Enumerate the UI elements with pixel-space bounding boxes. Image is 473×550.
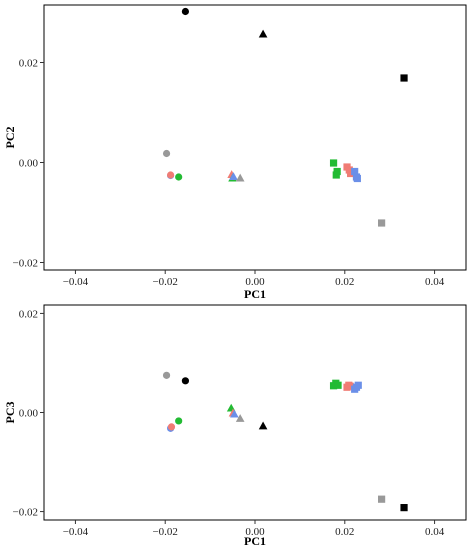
data-point-circle [181,377,190,385]
x-axis-title: PC1 [244,534,266,548]
chart-panel-2: −0.04 −0.02 0.00 0.02 0.04 −0.02 0.00 0.02 PC1 PC… [3,304,467,548]
data-point-triangle [258,421,268,430]
x-tick-label: −0.02 [152,526,177,538]
data-point-triangle [258,29,268,38]
data-point-square [378,219,386,227]
y-tick-label: 0.00 [19,158,39,170]
data-point-circle [162,149,171,158]
y-tick-label: −0.02 [13,258,38,270]
chart-panel-1: −0.04 −0.02 0.00 0.02 0.04 −0.02 0.00 0.02 PC1 PC… [3,4,467,301]
x-tick-label: 0.02 [335,526,354,538]
data-point-triangle [235,414,245,422]
x-tick-label: −0.04 [63,276,89,288]
x-tick-label: 0.04 [425,526,445,538]
x-tick-label: 0.02 [335,276,354,288]
data-point-square [400,74,408,82]
data-point-square [346,382,354,390]
data-point-square [400,504,408,512]
x-tick-label: 0.00 [245,276,265,288]
data-point-triangle [235,173,245,182]
data-point-circle [167,171,175,179]
data-point-circle [167,423,176,431]
x-tick-label: −0.04 [63,526,89,538]
data-point-triangle [229,172,238,180]
data-point-square [378,495,386,503]
data-point-square [332,171,340,179]
data-point-square [334,381,342,389]
y-tick-label: −0.02 [13,507,38,519]
y-tick-label: 0.02 [19,308,38,320]
data-point-circle [175,417,183,425]
x-tick-label: 0.04 [425,276,445,288]
x-tick-label: 0.00 [245,526,265,538]
data-point-circle [181,7,190,16]
data-point-square [353,174,361,183]
data-point-square [347,169,355,178]
y-axis-title: PC2 [3,127,17,149]
data-point-square [351,167,359,176]
data-point-square [329,159,338,167]
x-tick-label: −0.02 [152,276,177,288]
plot-frame [43,4,467,271]
data-point-square [354,381,362,389]
y-tick-label: 0.02 [19,58,38,70]
plot-frame [43,304,467,521]
x-axis-title: PC1 [244,287,266,301]
data-point-circle [175,173,183,181]
y-axis-title: PC3 [3,402,17,424]
data-point-triangle [230,409,239,418]
data-point-circle [162,371,171,379]
y-tick-label: 0.00 [19,408,39,420]
